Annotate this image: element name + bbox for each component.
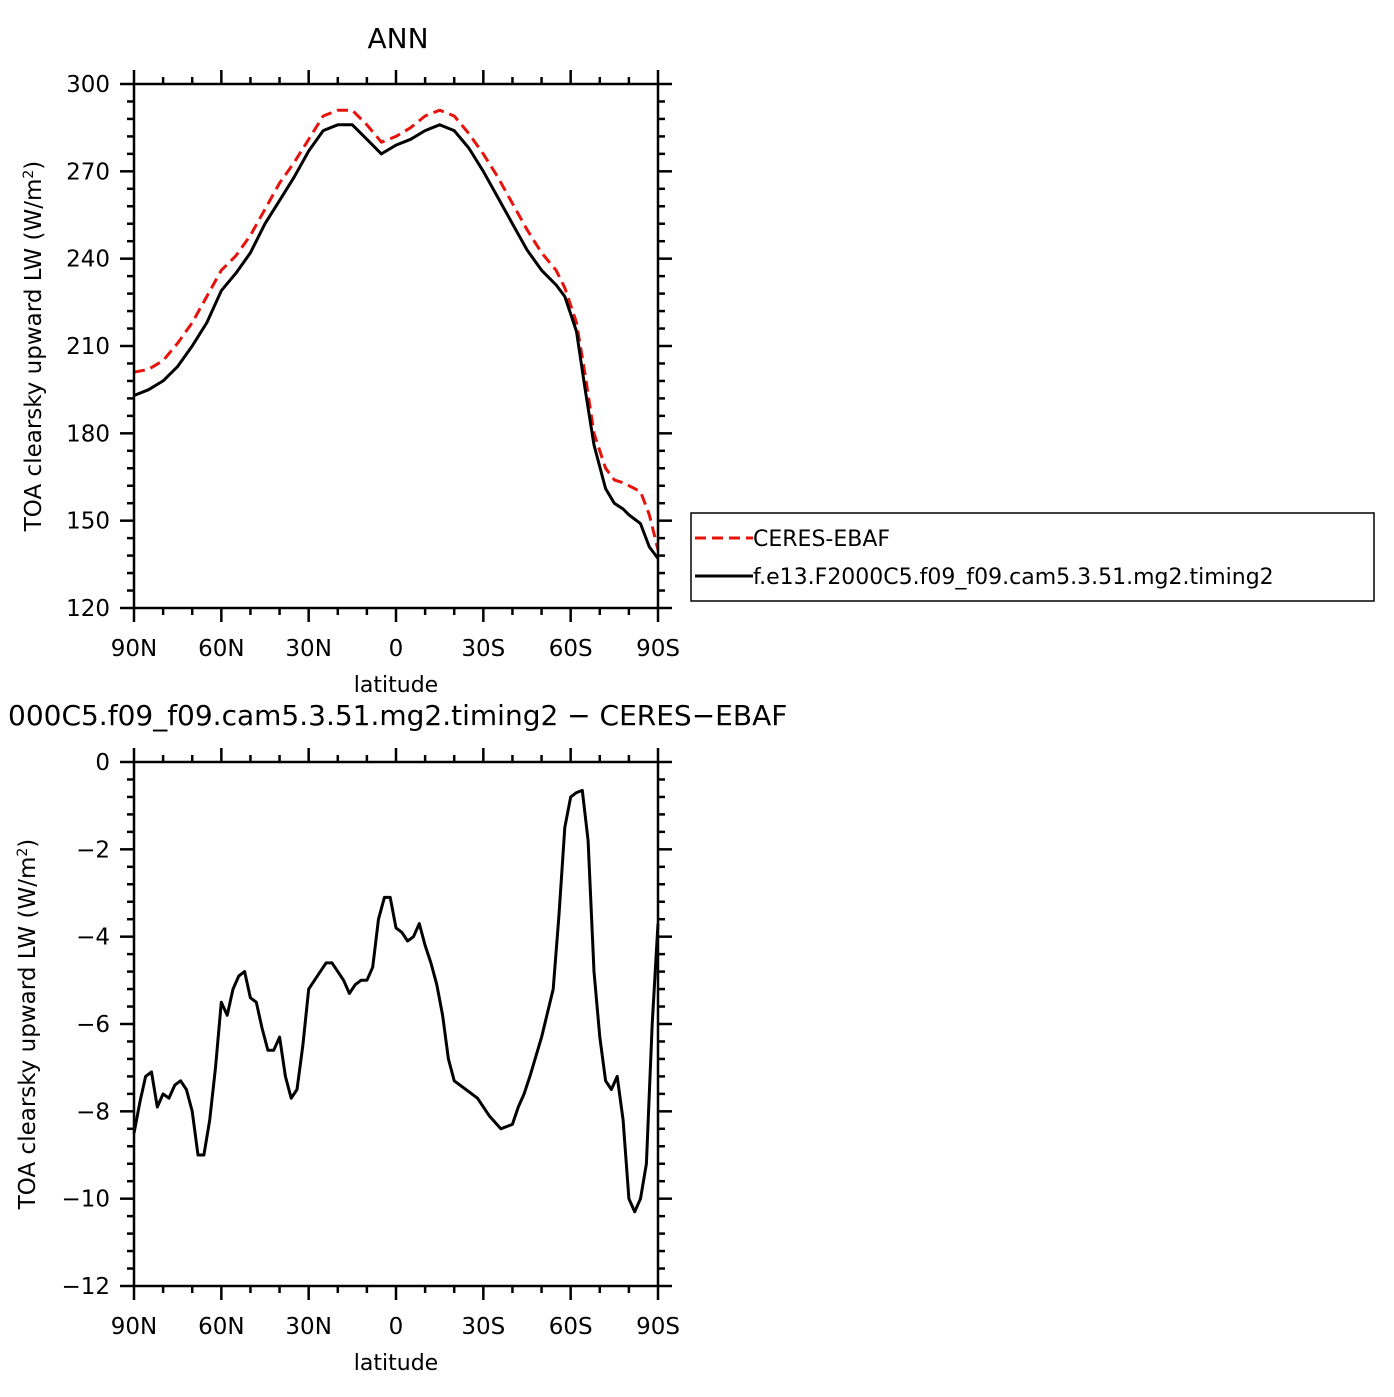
top-x-tick-label: 30N: [285, 636, 331, 662]
bottom-panel: 000C5.f09_f09.cam5.3.51.mg2.timing2 − CE…: [8, 699, 787, 1376]
bottom-x-tick-label: 60N: [198, 1314, 244, 1340]
bottom-x-tick-label: 30N: [285, 1314, 331, 1340]
legend: CERES-EBAF f.e13.F2000C5.f09_f09.cam5.3.…: [690, 512, 1375, 602]
bottom-x-tick-label: 60S: [549, 1314, 593, 1340]
top-panel: ANN 90N 60N 30N 0 30S 60S 90S 120 150 180 210 240 2…: [21, 22, 680, 698]
top-y-tick-label: 300: [66, 72, 110, 98]
bottom-y-tick-label: −6: [76, 1012, 110, 1038]
top-y-tick-label: 210: [66, 334, 110, 360]
top-y-tick-label: 150: [66, 509, 110, 535]
top-series-line-1: [133, 123, 660, 560]
bottom-y-tick-label: 0: [95, 750, 110, 776]
bottom-y-ticks: −12 −10 −8 −6 −4 −2 0: [61, 750, 672, 1300]
bottom-y-tick-label: −2: [76, 837, 110, 863]
top-y-axis-label: TOA clearsky upward LW (W/m2): [21, 161, 47, 533]
top-y-axis-label-sup: 2: [21, 170, 37, 179]
bottom-y-axis-label-close: ): [15, 839, 41, 848]
bottom-y-axis-label: TOA clearsky upward LW (W/m2): [15, 839, 41, 1211]
bottom-plot-series-layer: [132, 788, 660, 1214]
top-x-axis-label: latitude: [354, 673, 438, 698]
top-x-tick-label: 90N: [111, 636, 157, 662]
bottom-x-tick-label: 30S: [461, 1314, 505, 1340]
bottom-x-ticks: 90N 60N 30N 0 30S 60S 90S: [111, 748, 680, 1340]
top-y-axis-label-main: TOA clearsky upward LW (W/m: [21, 179, 47, 533]
legend-box: [690, 512, 1375, 602]
bottom-y-axis-label-sup: 2: [15, 848, 31, 857]
bottom-y-tick-label: −10: [61, 1187, 110, 1213]
bottom-x-tick-label: 0: [389, 1314, 404, 1340]
top-y-tick-label: 120: [66, 596, 110, 622]
top-y-ticks: 120 150 180 210 240 270 300: [66, 72, 672, 622]
top-x-tick-label: 30S: [461, 636, 505, 662]
top-y-axis-label-close: ): [21, 161, 47, 170]
bottom-x-axis-label: latitude: [354, 1351, 438, 1376]
bottom-y-tick-label: −8: [76, 1099, 110, 1125]
bottom-x-tick-label: 90S: [636, 1314, 680, 1340]
top-x-tick-label: 60S: [549, 636, 593, 662]
top-y-tick-label: 270: [66, 159, 110, 185]
bottom-y-axis-label-main: TOA clearsky upward LW (W/m: [15, 857, 41, 1211]
top-panel-title: ANN: [367, 22, 428, 55]
top-plot-series-layer: [133, 108, 660, 560]
top-series-line-0: [133, 108, 660, 551]
legend-label-ceres: CERES-EBAF: [753, 527, 890, 552]
top-y-tick-label: 180: [66, 421, 110, 447]
top-x-ticks: 90N 60N 30N 0 30S 60S 90S: [111, 70, 680, 662]
bottom-x-tick-label: 90N: [111, 1314, 157, 1340]
top-x-tick-label: 90S: [636, 636, 680, 662]
top-x-tick-label: 0: [389, 636, 404, 662]
bottom-y-tick-label: −12: [61, 1274, 110, 1300]
bottom-panel-title: 000C5.f09_f09.cam5.3.51.mg2.timing2 − CE…: [8, 699, 787, 732]
bottom-y-tick-label: −4: [76, 925, 110, 951]
bottom-plot-frame: [132, 760, 660, 1288]
top-y-tick-label: 240: [66, 247, 110, 273]
top-x-tick-label: 60N: [198, 636, 244, 662]
bottom-series-line-0: [132, 788, 660, 1214]
legend-label-model: f.e13.F2000C5.f09_f09.cam5.3.51.mg2.timi…: [753, 565, 1274, 590]
